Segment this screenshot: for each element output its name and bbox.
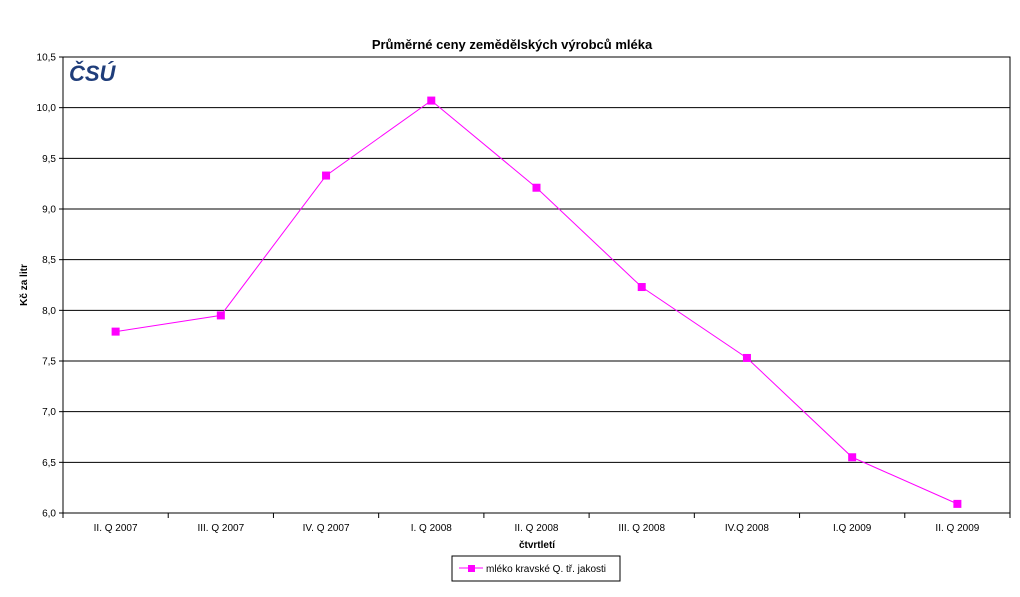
x-tick-label: II. Q 2009 (935, 523, 979, 534)
data-point (427, 96, 436, 105)
y-tick-label: 10,0 (37, 103, 57, 114)
x-tick-label: II. Q 2007 (94, 523, 138, 534)
y-tick-label: 10,5 (37, 53, 57, 64)
y-tick-label: 8,0 (42, 306, 56, 317)
csu-logo: ČSÚ (69, 61, 117, 86)
x-tick-label: IV.Q 2008 (725, 523, 770, 534)
data-point (742, 353, 751, 362)
x-tick-label: I. Q 2008 (411, 523, 453, 534)
data-point (953, 499, 962, 508)
data-point (322, 171, 331, 180)
data-point (637, 283, 646, 292)
x-tick-label: I.Q 2009 (833, 523, 872, 534)
data-point (216, 311, 225, 320)
y-tick-label: 6,0 (42, 509, 56, 520)
data-point (111, 327, 120, 336)
plot-frame (62, 56, 1011, 514)
data-point (848, 453, 857, 462)
y-tick-label: 6,5 (42, 458, 56, 469)
data-point (532, 183, 541, 192)
x-axis-label: čtvrtletí (519, 540, 556, 551)
legend: mléko kravské Q. tř. jakosti (451, 555, 621, 582)
x-tick-label: II. Q 2008 (515, 523, 559, 534)
legend-marker (468, 565, 475, 572)
y-tick-label: 7,0 (42, 407, 56, 418)
chart-title: Průměrné ceny zemědělských výrobců mléka (372, 37, 653, 52)
y-tick-label: 8,5 (42, 255, 56, 266)
y-tick-label: 7,5 (42, 357, 56, 368)
x-tick-label: III. Q 2007 (197, 523, 244, 534)
legend-label: mléko kravské Q. tř. jakosti (486, 564, 606, 575)
x-tick-label: IV. Q 2007 (303, 523, 350, 534)
y-axis-label: Kč za litr (19, 264, 30, 306)
x-tick-label: III. Q 2008 (618, 523, 665, 534)
plot-area: 6,0 6,5 7,0 7,5 8,0 8,5 9,0 9,5 10,0 10,5 II. Q 20… (37, 53, 1011, 534)
y-tick-label: 9,0 (42, 205, 56, 216)
y-tick-label: 9,5 (42, 154, 56, 165)
